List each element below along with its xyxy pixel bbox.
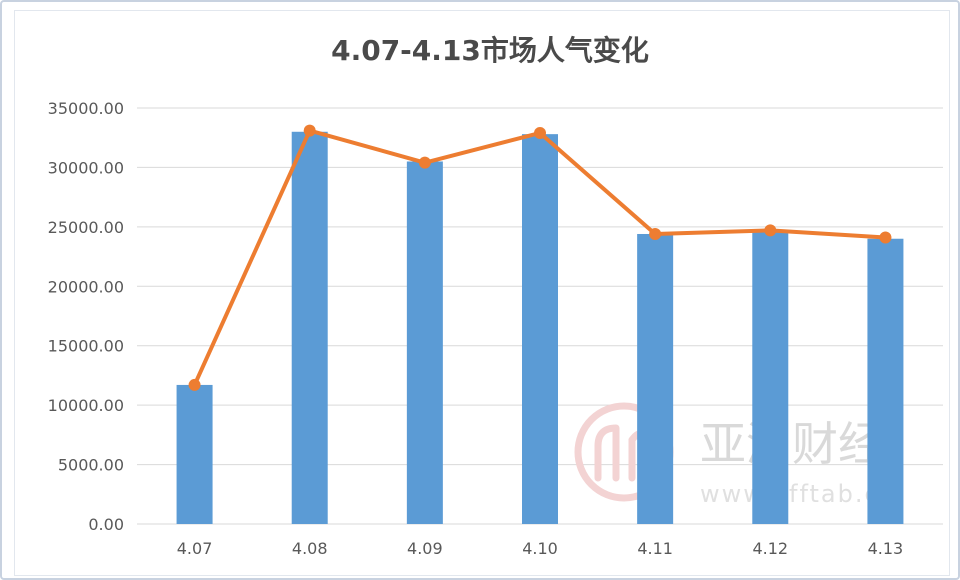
line-point xyxy=(303,124,316,137)
line-point xyxy=(764,224,777,237)
line-point xyxy=(188,378,201,391)
bar xyxy=(291,131,328,524)
x-tick-label: 4.10 xyxy=(522,539,558,558)
bar xyxy=(176,384,213,524)
x-tick-label: 4.09 xyxy=(407,539,443,558)
x-tick-label: 4.13 xyxy=(868,539,904,558)
watermark-logo-text: 亚洲财经 xyxy=(700,417,884,471)
y-tick-label: 20000.00 xyxy=(48,277,124,296)
line-series xyxy=(188,124,892,391)
bar xyxy=(406,161,443,524)
watermark: 亚洲财经 www.afftab.cn xyxy=(574,402,897,508)
line-point xyxy=(879,231,892,244)
bar-series xyxy=(176,131,904,525)
watermark-url-text: www.afftab.cn xyxy=(700,480,897,508)
bar xyxy=(752,230,789,524)
y-tick-label: 35000.00 xyxy=(48,99,124,118)
y-tick-label: 25000.00 xyxy=(48,218,124,237)
y-tick-label: 0.00 xyxy=(88,515,124,534)
line-point xyxy=(534,126,546,139)
y-axis-ticks: 0.00 5000.00 10000.00 15000.00 20000.00 25000… xyxy=(48,99,124,534)
bar xyxy=(867,238,904,524)
y-tick-label: 10000.00 xyxy=(48,396,124,415)
y-tick-label: 30000.00 xyxy=(48,158,124,177)
x-axis-ticks: 4.07 4.08 4.09 4.10 4.11 4.12 4.13 xyxy=(177,539,903,558)
chart-title: 4.07-4.13市场人气变化 xyxy=(331,34,649,67)
line-point xyxy=(649,227,662,240)
chart-area-border xyxy=(14,10,950,576)
y-tick-label: 5000.00 xyxy=(58,456,124,475)
x-tick-label: 4.07 xyxy=(177,539,213,558)
x-tick-label: 4.11 xyxy=(637,539,673,558)
bar xyxy=(637,233,674,524)
bar xyxy=(522,134,558,525)
x-tick-label: 4.08 xyxy=(292,539,328,558)
y-tick-label: 15000.00 xyxy=(48,337,124,356)
x-tick-label: 4.12 xyxy=(752,539,788,558)
line-point xyxy=(418,156,431,169)
